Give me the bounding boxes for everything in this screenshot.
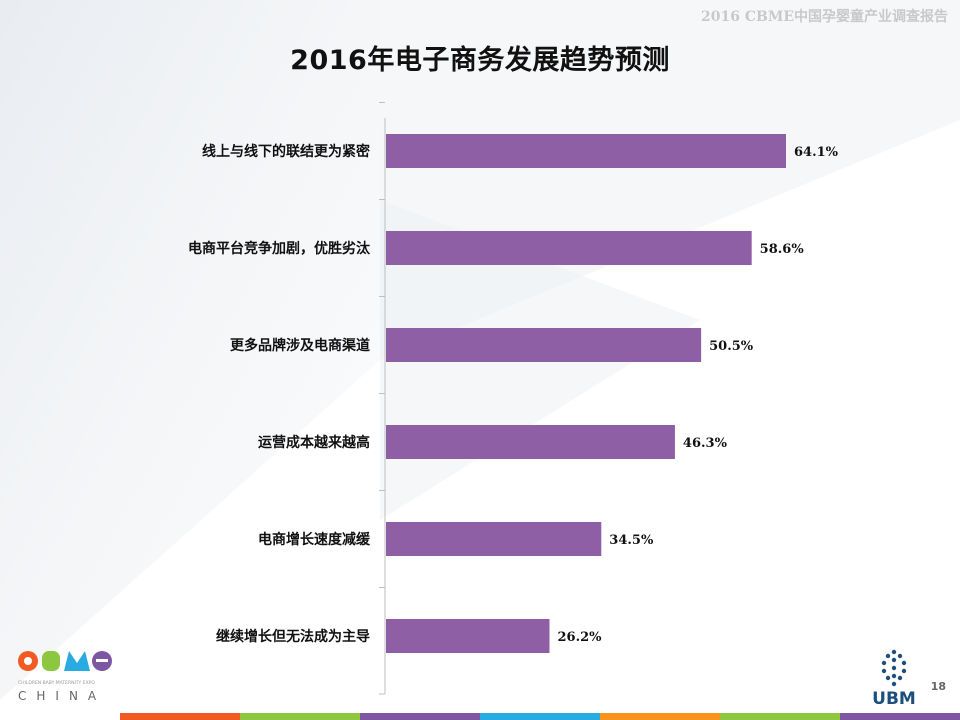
category-label: 更多品牌涉及电商渠道 [230,337,370,354]
chart-marks: 线上与线下的联结更为紧密 64.1% 电商平台竞争加剧，优胜劣汰 58.6% 更多品牌涉… [188,102,839,653]
slide-title: 2016年电子商务发展趋势预测 [290,45,670,76]
bottom-stripe-segment [840,713,960,720]
bar [386,619,550,653]
bottom-stripe-segment [120,713,240,720]
category-label: 线上与线下的联结更为紧密 [202,143,370,160]
bar-value-label: 58.6% [760,242,805,257]
cbme-logo-m-icon [64,651,90,671]
bar [386,328,702,362]
bar [386,522,602,556]
bar-value-label: 26.2% [557,630,602,645]
bar-value-label: 64.1% [794,145,839,160]
category-label: 电商平台竞争加剧，优胜劣汰 [188,240,371,257]
ubm-logo: UBM [872,649,916,709]
cbme-logo-b-icon [42,651,60,671]
report-header-title: 2016 CBME中国孕婴童产业调查报告 [701,9,948,25]
bottom-stripe-segment [480,713,600,720]
bottom-stripe-segment [360,713,480,720]
bottom-stripe-segment [720,713,840,720]
cbme-logo-subtitle: CHILDREN·BABY·MATERNITY EXPO [18,680,95,686]
bar [386,231,752,265]
ubm-logo-text: UBM [872,689,916,709]
category-label: 电商增长速度减缓 [258,531,371,548]
bottom-stripe-segment [240,713,360,720]
category-label: 继续增长但无法成为主导 [216,628,370,645]
cbme-logo-country: CHINA [18,689,106,703]
cbme-logo: CHILDREN·BABY·MATERNITY EXPO CHINA [18,651,112,703]
ubm-dots-icon [881,649,907,687]
bar [386,134,786,168]
page-number: 18 [930,680,946,693]
bar [386,425,675,459]
category-label: 运营成本越来越高 [258,434,370,451]
bottom-stripe-segment [600,713,720,720]
bar-value-label: 34.5% [609,533,654,548]
bottom-color-stripe [120,713,960,720]
bar-value-label: 46.3% [683,436,728,451]
bar-value-label: 50.5% [709,339,754,354]
